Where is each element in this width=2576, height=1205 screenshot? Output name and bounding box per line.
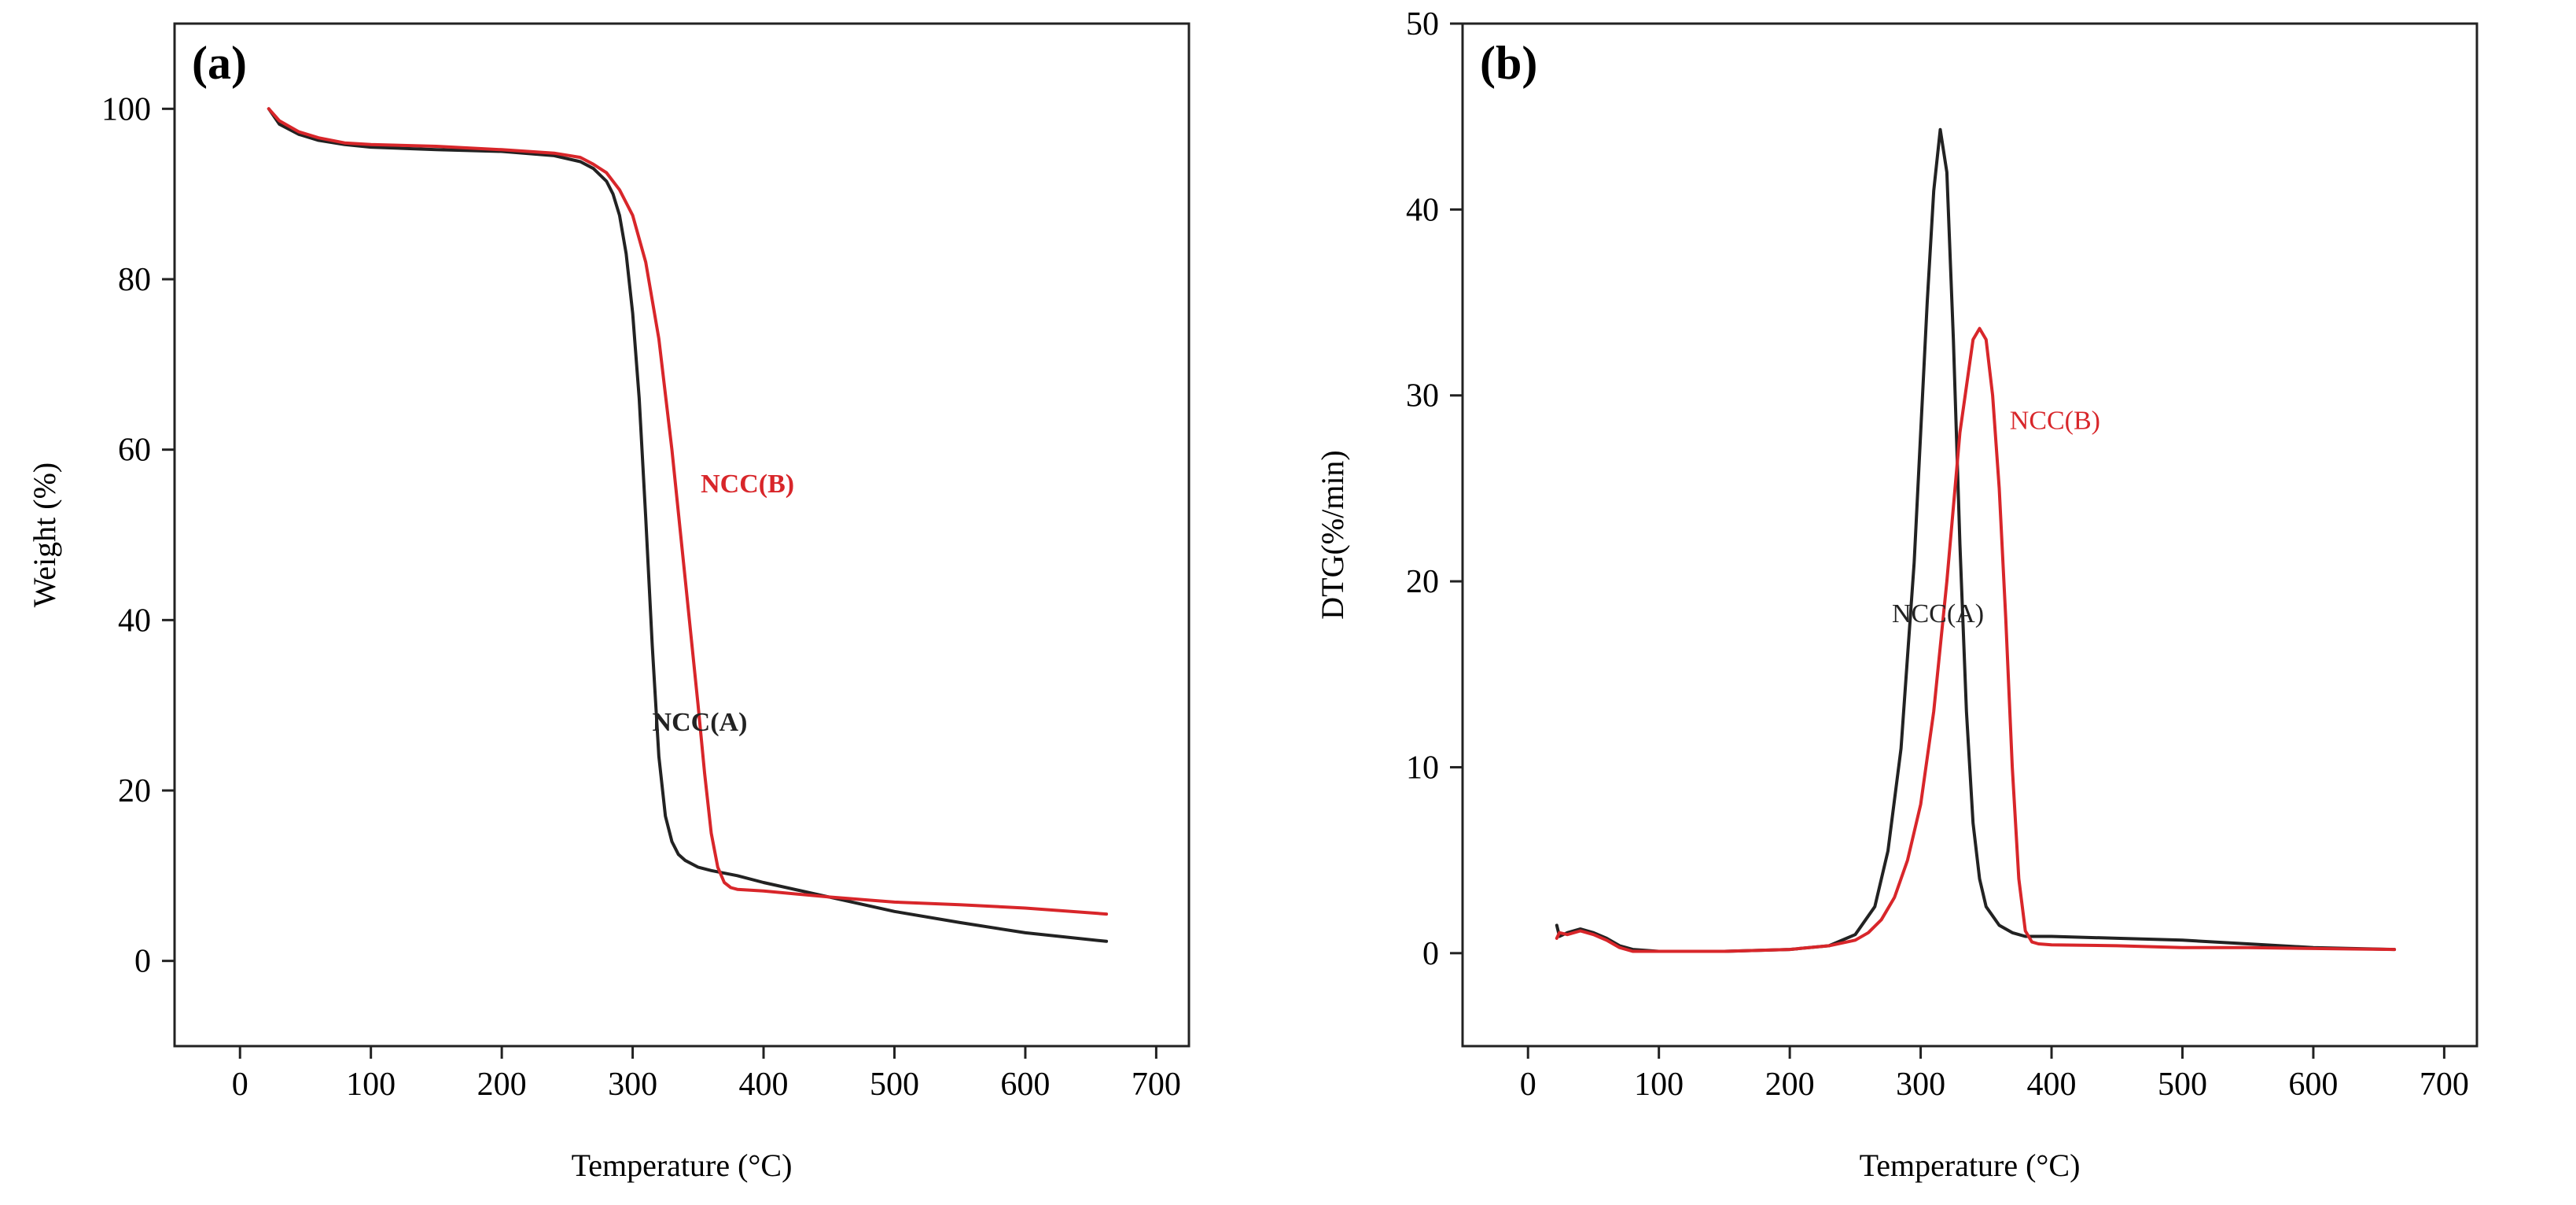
x-tick-label-b: 700 — [2420, 1067, 2469, 1103]
y-tick-label-a: 100 — [101, 91, 151, 127]
x-tick-label-b: 0 — [1520, 1067, 1536, 1103]
series-line-a-ncc-a — [267, 107, 1109, 943]
series-line-b-ncc-a — [1555, 127, 2397, 953]
y-tick-label-b: 40 — [1406, 192, 1439, 228]
series-label-a-ncc-a: NCC(A) — [653, 708, 748, 737]
series-line-b-ncc-b — [1555, 326, 2397, 953]
y-tick-label-b: 10 — [1406, 750, 1439, 786]
x-tick-label-b: 100 — [1634, 1067, 1684, 1103]
series-label-a-ncc-b: NCC(B) — [701, 470, 794, 499]
x-tick-label-a: 300 — [608, 1067, 657, 1103]
y-tick-label-b: 0 — [1422, 936, 1439, 972]
x-tick-label-b: 200 — [1765, 1067, 1815, 1103]
y-tick-label-a: 20 — [118, 773, 151, 809]
panel-label-a: (a) — [192, 37, 247, 89]
y-tick-label-b: 30 — [1406, 378, 1439, 415]
x-tick-label-b: 300 — [1896, 1067, 1945, 1103]
chart-panel-a: 0 100 200 300 400 500 600 700 0 20 40 60 80 100 NCC(A… — [27, 22, 1190, 1183]
x-tick-label-b: 400 — [2027, 1067, 2077, 1103]
x-tick-label-a: 200 — [477, 1067, 527, 1103]
y-tick-label-a: 60 — [118, 433, 151, 469]
y-tick-label-b: 50 — [1406, 6, 1439, 42]
series-label-b-ncc-a: NCC(A) — [1892, 599, 1984, 628]
x-tick-label-b: 500 — [2158, 1067, 2207, 1103]
x-tick-label-a: 0 — [232, 1067, 248, 1103]
x-tick-label-a: 500 — [870, 1067, 919, 1103]
x-tick-label-a: 700 — [1132, 1067, 1181, 1103]
panel-label-b: (b) — [1480, 37, 1537, 89]
y-tick-label-a: 40 — [118, 602, 151, 639]
series-label-b-ncc-b: NCC(B) — [2010, 406, 2100, 435]
y-tick-label-a: 0 — [134, 944, 151, 980]
series-line-a-ncc-b — [267, 107, 1109, 916]
y-tick-label-b: 20 — [1406, 564, 1439, 600]
x-tick-label-b: 600 — [2288, 1067, 2338, 1103]
y-tick-label-a: 80 — [118, 262, 151, 298]
x-tick-label-a: 400 — [739, 1067, 789, 1103]
plot-frame-b — [1461, 22, 2478, 1048]
y-axis-title-a: Weight (%) — [27, 462, 62, 608]
x-axis-title-a: Temperature (°C) — [572, 1148, 793, 1183]
plot-frame-a — [173, 22, 1190, 1048]
y-axis-title-b: DTG(%/min) — [1315, 450, 1350, 620]
chart-panel-b: 0 100 200 300 400 500 600 700 0 10 20 30 40 50 NCC(A)… — [1315, 6, 2478, 1183]
x-tick-label-a: 100 — [346, 1067, 396, 1103]
x-axis-title-b: Temperature (°C) — [1860, 1148, 2081, 1183]
x-tick-label-a: 600 — [1000, 1067, 1050, 1103]
